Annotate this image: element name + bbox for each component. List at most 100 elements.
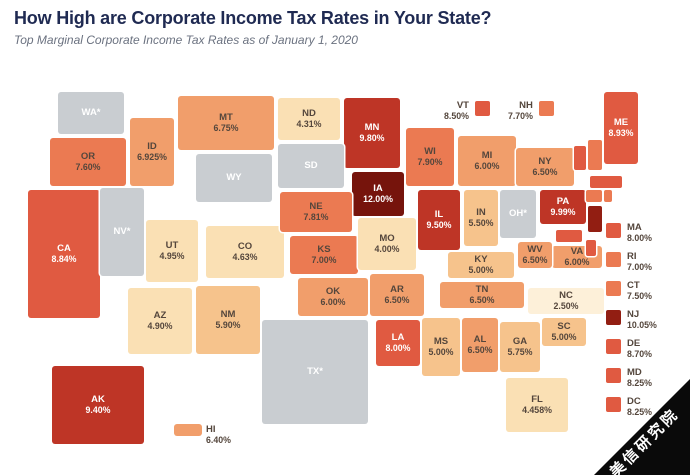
- state-label-NC: NC 2.50%: [554, 290, 579, 312]
- state-SC: SC 5.00%: [542, 318, 586, 346]
- state-value: 6.00%: [564, 257, 590, 268]
- state-label-FL: FL 4.458%: [522, 394, 552, 416]
- state-TN: TN 6.50%: [440, 282, 524, 308]
- callout-text-MA: MA 8.00%: [627, 222, 652, 244]
- state-OH: OH*: [500, 190, 536, 238]
- state-value: 4.95%: [159, 251, 185, 262]
- legend-swatch-DC: [606, 396, 621, 412]
- state-value: 6.50%: [467, 345, 493, 356]
- state-WY: WY: [196, 154, 272, 202]
- state-label-KS: KS 7.00%: [312, 244, 337, 266]
- state-VT: [574, 146, 586, 170]
- state-value: 2.50%: [553, 301, 579, 312]
- state-label-IL: IL 9.50%: [427, 209, 452, 231]
- state-SD: SD: [278, 144, 344, 188]
- state-label-MI: MI 6.00%: [475, 150, 500, 172]
- state-value: 4.31%: [296, 119, 322, 130]
- state-abbr: NV*: [113, 226, 131, 238]
- state-value: 6.50%: [522, 255, 548, 266]
- state-label-WY: WY: [226, 172, 241, 183]
- state-IN: IN 5.50%: [464, 190, 498, 246]
- state-MT: MT 6.75%: [178, 96, 274, 150]
- state-label-TX: TX*: [307, 366, 323, 377]
- state-label-ID: ID 6.925%: [137, 141, 167, 163]
- state-NV: NV*: [100, 188, 144, 276]
- state-label-CA: CA 8.84%: [52, 243, 77, 265]
- state-abbr: KS: [317, 244, 331, 256]
- state-RI: [604, 190, 612, 202]
- state-abbr: NY: [538, 156, 552, 168]
- state-TX: TX*: [262, 320, 368, 424]
- state-value: 8.93%: [608, 128, 634, 139]
- callout-text-NJ: NJ 10.05%: [627, 309, 657, 331]
- legend-swatch-CT: [606, 280, 621, 296]
- callout-abbr: MA: [627, 222, 642, 233]
- callout-value: 8.25%: [627, 378, 652, 389]
- legend-swatch-MA: [606, 223, 621, 238]
- state-abbr: HI: [206, 424, 216, 435]
- state-abbr: AZ: [153, 310, 167, 322]
- state-abbr: TX*: [307, 366, 323, 378]
- state-abbr: KY: [474, 254, 488, 266]
- state-abbr: NC: [559, 290, 573, 302]
- state-abbr: VA: [570, 246, 584, 258]
- state-CA: CA 8.84%: [28, 190, 100, 318]
- state-abbr: NM: [220, 309, 236, 321]
- state-value: 7.60%: [75, 162, 101, 173]
- state-value: 9.40%: [85, 405, 111, 416]
- state-value: 9.99%: [550, 207, 576, 218]
- callout-text-CT: CT 7.50%: [627, 280, 652, 302]
- state-MN: MN 9.80%: [344, 98, 400, 168]
- state-label-NM: NM 5.90%: [216, 309, 241, 331]
- state-abbr: IN: [476, 207, 486, 219]
- northeast-top-callouts: VT 8.50% NH 7.70%: [444, 100, 554, 122]
- state-AL: AL 6.50%: [462, 318, 498, 372]
- state-label-TN: TN 6.50%: [470, 284, 495, 306]
- state-value: 4.90%: [147, 321, 173, 332]
- legend-swatch-DE: [606, 338, 621, 354]
- state-CO: CO 4.63%: [206, 226, 284, 278]
- state-abbr: GA: [512, 336, 528, 348]
- state-abbr: SC: [557, 321, 571, 333]
- callout-abbr: NJ: [627, 308, 640, 320]
- callout-CT: CT 7.50%: [606, 280, 657, 302]
- state-MO: MO 4.00%: [358, 218, 416, 270]
- callout-value: 8.70%: [627, 349, 652, 360]
- state-label-ME: ME 8.93%: [609, 117, 634, 139]
- state-abbr: OH*: [509, 208, 527, 220]
- legend-swatch-NJ: [606, 309, 621, 325]
- callout-text-DC: DC 8.25%: [627, 396, 652, 418]
- state-abbr: OR: [80, 151, 96, 163]
- state-value: 5.00%: [428, 347, 454, 358]
- state-PA: PA 9.99%: [540, 190, 586, 224]
- state-CT: [586, 190, 602, 202]
- state-label-OR: OR 7.60%: [76, 151, 101, 173]
- east-coast-callouts: MA 8.00% RI 7.00% CT 7.50% NJ 10.05% DE 8.70% MD 8.…: [606, 222, 657, 418]
- state-ID: ID 6.925%: [130, 118, 174, 186]
- state-label-NY: NY 6.50%: [533, 156, 558, 178]
- state-ME: ME 8.93%: [604, 92, 638, 164]
- state-label-CO: CO 4.63%: [233, 241, 258, 263]
- state-value: 6.50%: [384, 295, 410, 306]
- state-value: 12.00%: [363, 194, 393, 205]
- state-value: 7.90%: [417, 157, 443, 168]
- state-label-AK: AK 9.40%: [86, 394, 111, 416]
- state-WI: WI 7.90%: [406, 128, 454, 186]
- state-value: 4.63%: [232, 252, 258, 263]
- callout-value: 8.25%: [627, 407, 652, 418]
- state-abbr: MI: [481, 150, 493, 162]
- state-AZ: AZ 4.90%: [128, 288, 192, 354]
- legend-swatch-RI: [606, 251, 621, 267]
- state-label-NV: NV*: [114, 226, 131, 237]
- callout-abbr: DC: [627, 395, 641, 407]
- state-NE: NE 7.81%: [280, 192, 352, 232]
- legend-swatch-MD: [606, 367, 621, 383]
- state-abbr: CO: [237, 241, 253, 253]
- state-label-GA: GA 5.75%: [508, 336, 533, 358]
- state-abbr: OK: [325, 286, 341, 298]
- state-abbr: IL: [434, 209, 444, 221]
- legend-swatch-VT: [474, 101, 490, 116]
- state-abbr: NE: [309, 201, 323, 213]
